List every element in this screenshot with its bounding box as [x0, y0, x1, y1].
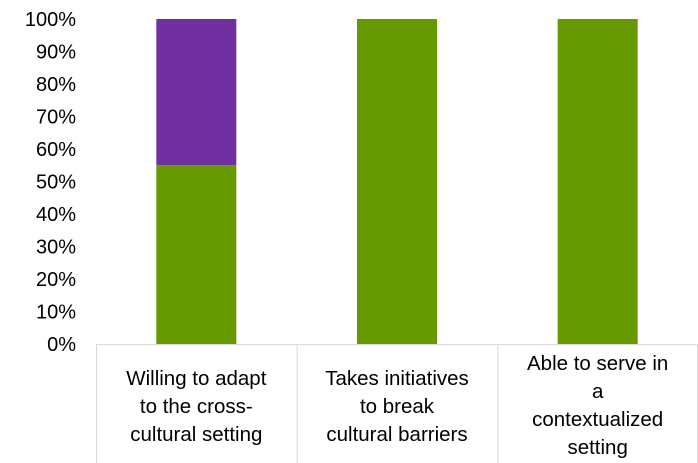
- bar-segment-2-1: [357, 19, 437, 344]
- y-tick-label: 10%: [36, 302, 76, 324]
- x-category-label: Takes initiatives to break cultural barrie…: [325, 367, 469, 446]
- x-category-label-line: a: [592, 380, 604, 403]
- y-tick-label: 50%: [36, 172, 76, 194]
- y-tick-label: 90%: [36, 42, 76, 64]
- bar-segment-1-2: [156, 19, 237, 166]
- x-category-label-line: contextualized: [532, 408, 663, 431]
- bar-segment-3-1: [557, 19, 638, 344]
- x-category-label-line: to the cross-: [140, 395, 253, 418]
- x-category-label-line: cultural barriers: [326, 423, 467, 446]
- y-tick-label: 20%: [36, 269, 76, 291]
- y-tick-label: 80%: [36, 74, 76, 96]
- y-axis: 0% 10% 20% 30% 40% 50% 60% 70% 80% 90% 100%: [25, 9, 76, 356]
- y-tick-label: 30%: [36, 237, 76, 259]
- x-category-label-line: setting: [567, 436, 627, 459]
- x-category-label: Willing to adapt to the cross-cultural se…: [126, 367, 266, 446]
- x-axis: Willing to adapt to the cross-cultural se…: [96, 344, 698, 463]
- y-tick-label: 100%: [25, 9, 76, 31]
- x-category-label-line: Able to serve in: [527, 352, 668, 375]
- x-category-label-line: Willing to adapt: [126, 367, 266, 390]
- y-tick-label: 0%: [47, 334, 76, 356]
- y-tick-label: 60%: [36, 139, 76, 161]
- x-category-label: Able to serve in a contextualized setting: [527, 352, 668, 459]
- x-category-label-line: Takes initiatives: [325, 367, 469, 390]
- bar-segment-1-1: [156, 165, 237, 344]
- y-tick-label: 40%: [36, 204, 76, 226]
- y-tick-label: 70%: [36, 107, 76, 129]
- plot-area: [156, 19, 638, 344]
- x-category-label-line: cultural setting: [130, 423, 262, 446]
- x-category-label-line: to break: [360, 395, 435, 418]
